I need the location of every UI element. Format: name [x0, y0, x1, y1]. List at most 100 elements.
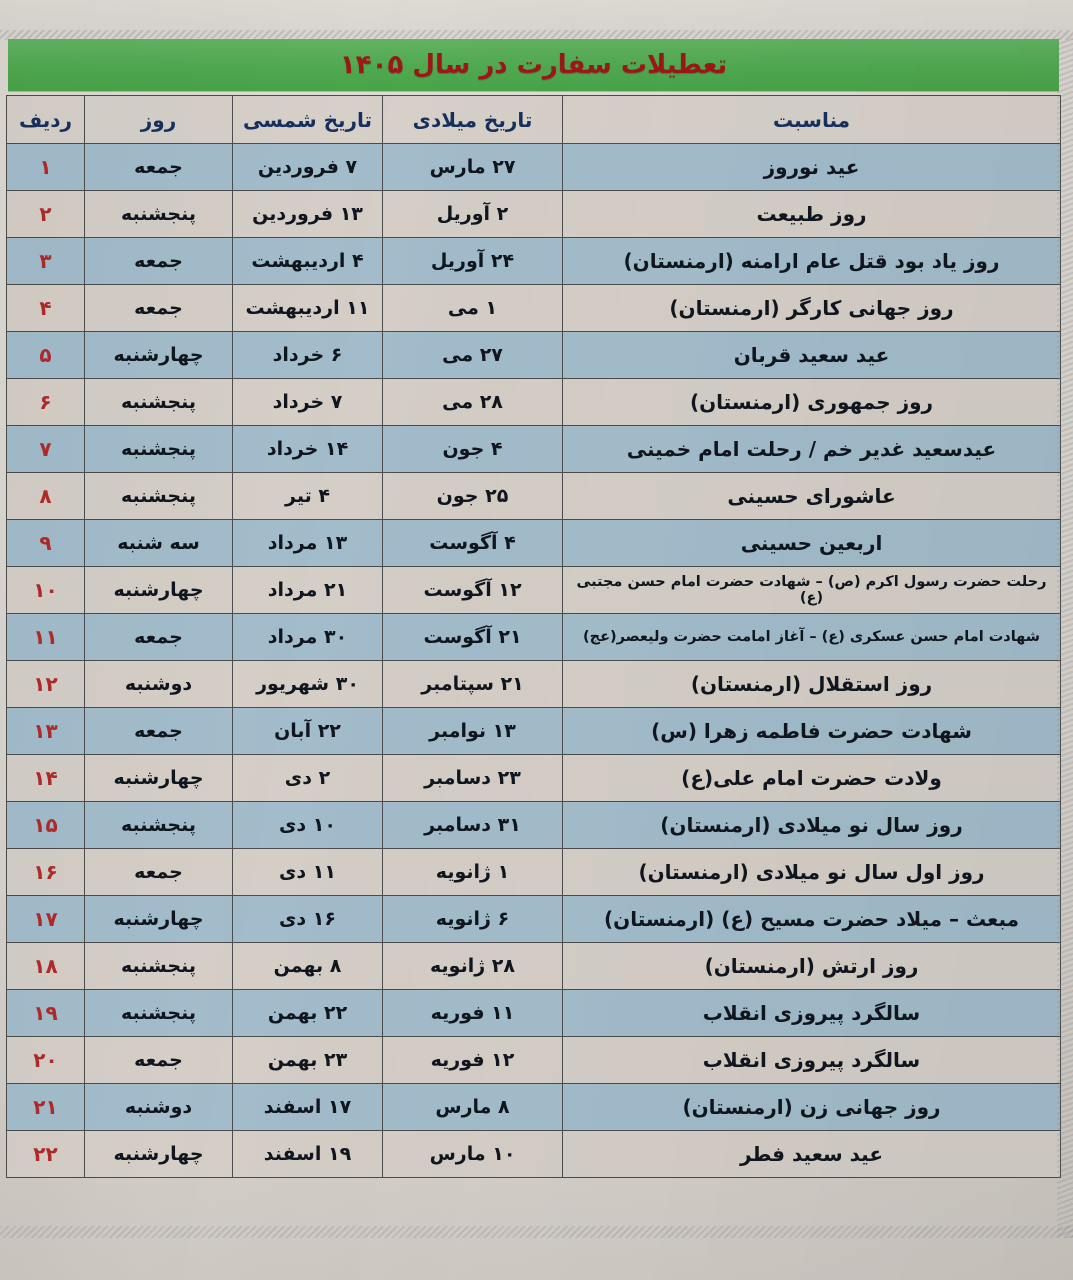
cell-occasion: روز یاد بود قتل عام ارامنه (ارمنستان): [562, 237, 1061, 285]
cell-row-number: ۱۹: [6, 989, 85, 1037]
cell-gregorian-date: ۱۰ مارس: [382, 1130, 563, 1178]
page-title: تعطیلات سفارت در سال ۱۴۰۵: [339, 50, 728, 80]
cell-day: پنجشنبه: [84, 190, 233, 238]
cell-gregorian-date: ۶ ژانویه: [382, 895, 563, 943]
cell-occasion: شهادت حضرت فاطمه زهرا (س): [562, 707, 1061, 755]
cell-occasion: عید سعید قربان: [562, 331, 1061, 379]
cell-occasion: روز جهانی زن (ارمنستان): [562, 1083, 1061, 1131]
perforated-edge-bottom-icon: [0, 1226, 1073, 1238]
cell-solar-date: ۴ تیر: [232, 472, 383, 520]
cell-row-number: ۲۱: [6, 1083, 85, 1131]
table-row: مبعث – میلاد حضرت مسیح (ع) (ارمنستان) ۶ ژ…: [6, 895, 1061, 943]
cell-solar-date: ۴ اردیبهشت: [232, 237, 383, 285]
cell-row-number: ۳: [6, 237, 85, 285]
cell-row-number: ۴: [6, 284, 85, 332]
cell-day: پنجشنبه: [84, 425, 233, 473]
cell-gregorian-date: ۸ مارس: [382, 1083, 563, 1131]
cell-solar-date: ۳۰ مرداد: [232, 613, 383, 661]
cell-day: جمعه: [84, 613, 233, 661]
cell-day: چهارشنبه: [84, 754, 233, 802]
cell-row-number: ۱۲: [6, 660, 85, 708]
table-row: روز استقلال (ارمنستان) ۲۱ سپتامبر ۳۰ شهریو…: [6, 660, 1061, 708]
table-row: عیدسعید غدیر خم / رحلت امام خمینی ۴ جون ۱۴…: [6, 425, 1061, 473]
cell-day: پنجشنبه: [84, 801, 233, 849]
cell-gregorian-date: ۲۵ جون: [382, 472, 563, 520]
cell-occasion: مبعث – میلاد حضرت مسیح (ع) (ارمنستان): [562, 895, 1061, 943]
cell-solar-date: ۸ بهمن: [232, 942, 383, 990]
cell-day: چهارشنبه: [84, 566, 233, 614]
cell-row-number: ۱۴: [6, 754, 85, 802]
cell-occasion: اربعین حسینی: [562, 519, 1061, 567]
header-row: مناسبت تاریخ میلادی تاریخ شمسی روز ردیف: [6, 95, 1061, 144]
column-header-row-number: ردیف: [6, 95, 85, 144]
table-row: شهادت حضرت فاطمه زهرا (س) ۱۳ نوامبر ۲۲ آبا…: [6, 707, 1061, 755]
cell-gregorian-date: ۱۲ فوریه: [382, 1036, 563, 1084]
cell-day: پنجشنبه: [84, 989, 233, 1037]
cell-row-number: ۱۶: [6, 848, 85, 896]
table-row: اربعین حسینی ۴ آگوست ۱۳ مرداد سه شنبه ۹: [6, 519, 1061, 567]
table-row: روز طبیعت ۲ آوریل ۱۳ فروردین پنجشنبه ۲: [6, 190, 1061, 238]
cell-solar-date: ۲۲ بهمن: [232, 989, 383, 1037]
cell-day: سه شنبه: [84, 519, 233, 567]
cell-gregorian-date: ۴ جون: [382, 425, 563, 473]
cell-row-number: ۲: [6, 190, 85, 238]
cell-row-number: ۷: [6, 425, 85, 473]
cell-occasion: عید نوروز: [562, 143, 1061, 191]
table-row: روز سال نو میلادی (ارمنستان) ۳۱ دسامبر ۱۰ …: [6, 801, 1061, 849]
table-row: روز ارتش (ارمنستان) ۲۸ ژانویه ۸ بهمن پنجشنب…: [6, 942, 1061, 990]
cell-solar-date: ۱۴ خرداد: [232, 425, 383, 473]
cell-solar-date: ۱۹ اسفند: [232, 1130, 383, 1178]
cell-gregorian-date: ۲۱ آگوست: [382, 613, 563, 661]
cell-gregorian-date: ۱۱ فوریه: [382, 989, 563, 1037]
cell-solar-date: ۱۰ دی: [232, 801, 383, 849]
table-row: شهادت امام حسن عسکری (ع) – آغاز امامت حض…: [6, 613, 1061, 661]
cell-gregorian-date: ۱۲ آگوست: [382, 566, 563, 614]
cell-gregorian-date: ۲۷ می: [382, 331, 563, 379]
cell-occasion: عید سعید فطر: [562, 1130, 1061, 1178]
title-banner: تعطیلات سفارت در سال ۱۴۰۵: [8, 39, 1059, 91]
table-row: عاشورای حسینی ۲۵ جون ۴ تیر پنجشنبه ۸: [6, 472, 1061, 520]
cell-gregorian-date: ۴ آگوست: [382, 519, 563, 567]
cell-solar-date: ۳۰ شهریور: [232, 660, 383, 708]
cell-row-number: ۱۸: [6, 942, 85, 990]
cell-row-number: ۱۵: [6, 801, 85, 849]
cell-row-number: ۲۲: [6, 1130, 85, 1178]
table-row: روز یاد بود قتل عام ارامنه (ارمنستان) ۲۴ …: [6, 237, 1061, 285]
cell-gregorian-date: ۲۳ دسامبر: [382, 754, 563, 802]
table-container: مناسبت تاریخ میلادی تاریخ شمسی روز ردیف …: [6, 95, 1061, 1178]
cell-day: چهارشنبه: [84, 895, 233, 943]
cell-row-number: ۲۰: [6, 1036, 85, 1084]
column-header-day: روز: [84, 95, 233, 144]
cell-occasion: روز اول سال نو میلادی (ارمنستان): [562, 848, 1061, 896]
table-row: روز جهانی زن (ارمنستان) ۸ مارس ۱۷ اسفند دوش…: [6, 1083, 1061, 1131]
cell-row-number: ۵: [6, 331, 85, 379]
paper-top-margin: [0, 0, 1073, 38]
cell-day: جمعه: [84, 143, 233, 191]
cell-occasion: سالگرد پیروزی انقلاب: [562, 989, 1061, 1037]
cell-day: پنجشنبه: [84, 472, 233, 520]
cell-day: جمعه: [84, 237, 233, 285]
cell-solar-date: ۷ خرداد: [232, 378, 383, 426]
table-row: رحلت حضرت رسول اکرم (ص) – شهادت حضرت اما…: [6, 566, 1061, 614]
cell-gregorian-date: ۲ آوریل: [382, 190, 563, 238]
cell-gregorian-date: ۲۱ سپتامبر: [382, 660, 563, 708]
cell-occasion: رحلت حضرت رسول اکرم (ص) – شهادت حضرت اما…: [562, 566, 1061, 614]
cell-occasion: روز جمهوری (ارمنستان): [562, 378, 1061, 426]
column-header-gregorian-date: تاریخ میلادی: [382, 95, 563, 144]
cell-row-number: ۱۳: [6, 707, 85, 755]
cell-occasion: روز طبیعت: [562, 190, 1061, 238]
cell-solar-date: ۲۲ آبان: [232, 707, 383, 755]
cell-day: پنجشنبه: [84, 942, 233, 990]
cell-occasion: عیدسعید غدیر خم / رحلت امام خمینی: [562, 425, 1061, 473]
table-row: روز جهانی کارگر (ارمنستان) ۱ می ۱۱ اردیبهش…: [6, 284, 1061, 332]
cell-occasion: سالگرد پیروزی انقلاب: [562, 1036, 1061, 1084]
cell-solar-date: ۱۱ دی: [232, 848, 383, 896]
cell-solar-date: ۷ فروردین: [232, 143, 383, 191]
cell-gregorian-date: ۱۳ نوامبر: [382, 707, 563, 755]
holidays-table: مناسبت تاریخ میلادی تاریخ شمسی روز ردیف …: [6, 95, 1061, 1178]
cell-day: دوشنبه: [84, 1083, 233, 1131]
table-row: روز اول سال نو میلادی (ارمنستان) ۱ ژانویه…: [6, 848, 1061, 896]
table-row: سالگرد پیروزی انقلاب ۱۱ فوریه ۲۲ بهمن پنجشن…: [6, 989, 1061, 1037]
cell-gregorian-date: ۲۴ آوریل: [382, 237, 563, 285]
